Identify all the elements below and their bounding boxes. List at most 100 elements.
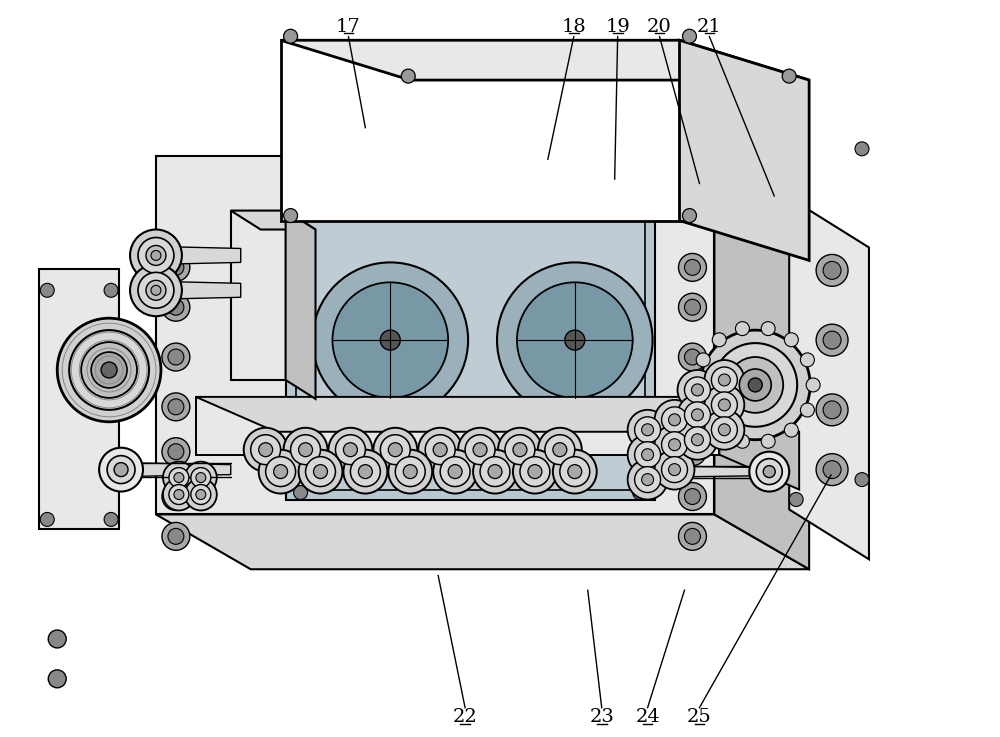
- Ellipse shape: [528, 464, 542, 478]
- Ellipse shape: [520, 457, 550, 486]
- Ellipse shape: [162, 438, 190, 466]
- Ellipse shape: [40, 512, 54, 526]
- Ellipse shape: [789, 158, 803, 172]
- Polygon shape: [196, 397, 799, 432]
- Ellipse shape: [335, 435, 365, 464]
- Ellipse shape: [259, 443, 273, 457]
- Ellipse shape: [633, 486, 647, 500]
- Ellipse shape: [130, 229, 182, 282]
- Ellipse shape: [168, 528, 184, 545]
- Ellipse shape: [718, 424, 730, 436]
- Ellipse shape: [401, 69, 415, 83]
- Ellipse shape: [168, 349, 184, 365]
- Ellipse shape: [679, 523, 706, 551]
- Ellipse shape: [196, 489, 206, 500]
- Text: 24: 24: [635, 708, 660, 726]
- Ellipse shape: [679, 293, 706, 321]
- Text: 23: 23: [589, 708, 614, 726]
- Ellipse shape: [823, 461, 841, 478]
- Polygon shape: [231, 211, 286, 380]
- Ellipse shape: [162, 483, 190, 511]
- Ellipse shape: [69, 330, 149, 410]
- Ellipse shape: [48, 670, 66, 688]
- Text: 22: 22: [453, 708, 477, 726]
- Ellipse shape: [679, 343, 706, 371]
- Ellipse shape: [168, 489, 184, 505]
- Ellipse shape: [498, 427, 542, 472]
- Ellipse shape: [735, 434, 749, 448]
- Ellipse shape: [642, 449, 654, 461]
- Polygon shape: [286, 211, 316, 399]
- Ellipse shape: [107, 455, 135, 483]
- Ellipse shape: [358, 464, 372, 478]
- Ellipse shape: [816, 394, 848, 426]
- Polygon shape: [281, 41, 680, 220]
- Ellipse shape: [727, 357, 783, 413]
- Ellipse shape: [691, 434, 703, 446]
- Ellipse shape: [146, 280, 166, 300]
- Polygon shape: [714, 156, 809, 569]
- Ellipse shape: [169, 484, 189, 505]
- Ellipse shape: [684, 427, 710, 453]
- Polygon shape: [719, 397, 799, 489]
- Ellipse shape: [678, 395, 717, 435]
- Ellipse shape: [284, 427, 327, 472]
- Ellipse shape: [682, 209, 696, 223]
- Ellipse shape: [174, 472, 184, 483]
- Ellipse shape: [185, 461, 217, 494]
- Ellipse shape: [306, 457, 335, 486]
- Text: 17: 17: [336, 18, 361, 36]
- Ellipse shape: [196, 472, 206, 483]
- Ellipse shape: [104, 283, 118, 297]
- Ellipse shape: [163, 461, 195, 494]
- Ellipse shape: [244, 427, 288, 472]
- Ellipse shape: [294, 191, 308, 205]
- Ellipse shape: [718, 374, 730, 386]
- Ellipse shape: [274, 464, 288, 478]
- Ellipse shape: [679, 254, 706, 282]
- Ellipse shape: [560, 457, 590, 486]
- Ellipse shape: [138, 237, 174, 273]
- Ellipse shape: [704, 360, 744, 400]
- Ellipse shape: [299, 443, 313, 457]
- Ellipse shape: [473, 450, 517, 494]
- Text: 25: 25: [687, 708, 712, 726]
- Ellipse shape: [642, 424, 654, 436]
- Ellipse shape: [739, 369, 771, 401]
- Ellipse shape: [169, 467, 189, 488]
- Polygon shape: [635, 466, 769, 478]
- Ellipse shape: [553, 450, 597, 494]
- Polygon shape: [39, 270, 119, 529]
- Ellipse shape: [684, 399, 700, 415]
- Ellipse shape: [679, 483, 706, 511]
- Ellipse shape: [684, 259, 700, 276]
- Ellipse shape: [162, 254, 190, 282]
- Ellipse shape: [138, 273, 174, 308]
- Polygon shape: [286, 186, 655, 500]
- Ellipse shape: [101, 362, 117, 378]
- Ellipse shape: [388, 450, 432, 494]
- Ellipse shape: [684, 299, 700, 315]
- Ellipse shape: [343, 443, 357, 457]
- Ellipse shape: [433, 450, 477, 494]
- Ellipse shape: [513, 450, 557, 494]
- Ellipse shape: [91, 352, 127, 388]
- Ellipse shape: [163, 478, 195, 511]
- Ellipse shape: [712, 333, 726, 346]
- Ellipse shape: [395, 457, 425, 486]
- Polygon shape: [119, 362, 156, 378]
- Ellipse shape: [146, 245, 166, 265]
- Ellipse shape: [114, 463, 128, 477]
- Ellipse shape: [712, 423, 726, 437]
- Ellipse shape: [343, 450, 387, 494]
- Polygon shape: [296, 195, 645, 489]
- Ellipse shape: [756, 458, 782, 484]
- Ellipse shape: [545, 435, 575, 464]
- Ellipse shape: [538, 427, 582, 472]
- Text: 21: 21: [697, 18, 722, 36]
- Ellipse shape: [662, 407, 687, 433]
- Ellipse shape: [823, 401, 841, 419]
- Ellipse shape: [291, 435, 320, 464]
- Ellipse shape: [782, 69, 796, 83]
- Ellipse shape: [800, 403, 814, 417]
